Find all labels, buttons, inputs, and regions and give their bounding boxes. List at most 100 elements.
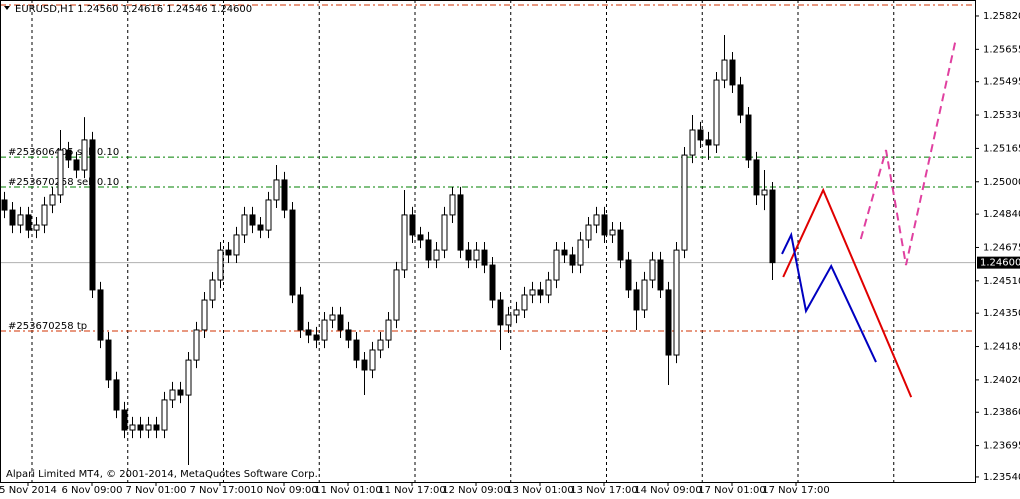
candle-body — [457, 194, 464, 251]
candle-body — [17, 214, 24, 226]
y-tick-label: 1.25000 — [983, 177, 1020, 188]
plot-area: #253606405 sell 0.10 #253670258 sell 0.10… — [0, 0, 975, 482]
y-tick-label: 1.24350 — [983, 308, 1020, 319]
candle-body — [737, 84, 744, 116]
candle-body — [681, 154, 688, 251]
candle-body — [241, 214, 248, 236]
x-tick-label: 13 Nov 17:00 — [570, 485, 637, 496]
candle-body — [137, 424, 144, 431]
y-tick-label: 1.24840 — [983, 209, 1020, 220]
candle-body — [721, 59, 728, 81]
x-tick-label: 10 Nov 09:00 — [250, 485, 317, 496]
candle-body — [481, 249, 488, 266]
candle-body — [385, 319, 392, 341]
candle-body — [521, 294, 528, 311]
candle-body — [601, 214, 608, 236]
candle-body — [97, 289, 104, 341]
candle-body — [329, 314, 336, 321]
candle-body — [665, 289, 672, 356]
y-tick-label: 1.24185 — [983, 342, 1020, 353]
bid-label: 1.24600 — [980, 258, 1020, 269]
y-tick-label: 1.23695 — [983, 441, 1020, 452]
candle-body — [305, 329, 312, 336]
candle-body — [545, 279, 552, 296]
candle-body — [353, 339, 360, 361]
candle-body — [633, 289, 640, 311]
candle-body — [225, 249, 232, 256]
x-tick-label: 17 Nov 01:00 — [698, 485, 765, 496]
candle-body — [345, 329, 352, 341]
y-tick-label: 1.24020 — [983, 375, 1020, 386]
y-tick-label: 1.24675 — [983, 242, 1020, 253]
x-tick-label: 11 Nov 17:00 — [378, 485, 445, 496]
candle-body — [73, 159, 80, 171]
candle-body — [657, 259, 664, 291]
candle-body — [769, 189, 776, 264]
candle-body — [281, 179, 288, 211]
candle-body — [289, 209, 296, 296]
x-tick-label: 6 Nov 09:00 — [61, 485, 122, 496]
y-tick-label: 1.23860 — [983, 407, 1020, 418]
y-tick-label: 1.25330 — [983, 110, 1020, 121]
menu-arrow[interactable] — [4, 6, 10, 10]
candle-body — [753, 159, 760, 196]
candle-body — [89, 139, 96, 291]
candle-body — [449, 194, 456, 216]
candle-body — [233, 234, 240, 256]
candle-body — [257, 224, 264, 231]
x-tick-label: 13 Nov 01:00 — [506, 485, 573, 496]
candle-body — [113, 379, 120, 411]
candle-body — [57, 149, 64, 196]
candle-body — [217, 249, 224, 281]
y-tick-label: 1.23540 — [983, 472, 1020, 483]
candle-body — [401, 214, 408, 271]
candle-body — [297, 294, 304, 331]
level-label: #253670258 tp — [8, 321, 87, 332]
candle-body — [361, 359, 368, 371]
candle-body — [321, 319, 328, 341]
candle-body — [121, 409, 128, 431]
candle-body — [145, 424, 152, 431]
candle-body — [1, 199, 8, 211]
candle-body — [409, 214, 416, 236]
candle-body — [369, 349, 376, 371]
x-tick-label: 5 Nov 2014 — [0, 485, 57, 496]
copyright: Alpari Limited MT4, © 2001-2014, MetaQuo… — [6, 469, 318, 480]
candle-body — [417, 234, 424, 241]
candle-body — [553, 249, 560, 281]
candle-body — [313, 334, 320, 341]
plot-frame — [0, 0, 976, 483]
level-label: #253670258 sell 0.10 — [8, 177, 119, 188]
candle-body — [65, 149, 72, 161]
candle-body — [505, 314, 512, 326]
candle-body — [673, 249, 680, 356]
candle-body — [585, 224, 592, 241]
overlay-line — [859, 41, 957, 266]
y-tick-label: 1.24510 — [983, 276, 1020, 287]
x-tick-label: 7 Nov 01:00 — [125, 485, 186, 496]
candle-body — [689, 129, 696, 156]
candle-body — [49, 194, 56, 206]
candle-body — [249, 214, 256, 226]
candle-body — [473, 249, 480, 261]
chart-title: EURUSD,H1 1.24560 1.24616 1.24546 1.2460… — [15, 4, 252, 15]
candle-body — [129, 424, 136, 431]
candle-body — [193, 329, 200, 361]
candle-body — [33, 224, 40, 231]
candle-body — [41, 204, 48, 226]
candle-body — [593, 214, 600, 226]
candle-body — [609, 229, 616, 236]
candle-body — [745, 114, 752, 161]
candle-body — [705, 139, 712, 146]
candle-body — [273, 179, 280, 201]
candle-body — [761, 189, 768, 196]
candle-body — [489, 264, 496, 301]
candle-body — [185, 359, 192, 396]
candle-body — [169, 389, 176, 401]
candle-body — [209, 279, 216, 301]
candle-body — [81, 139, 88, 171]
candle-body — [697, 129, 704, 141]
candle-body — [153, 424, 160, 431]
candle-body — [265, 199, 272, 231]
